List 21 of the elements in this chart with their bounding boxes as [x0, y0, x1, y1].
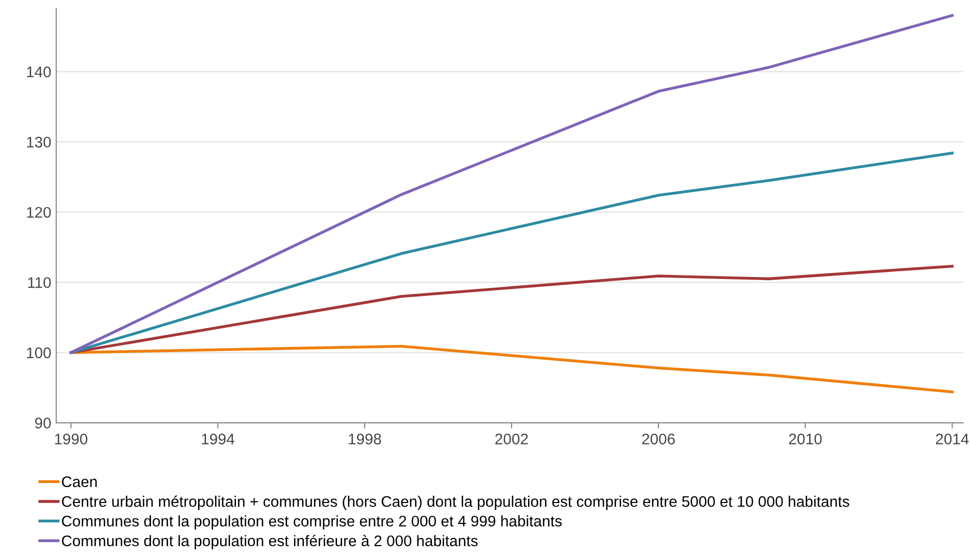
y-tick-label: 110 [28, 277, 51, 288]
legend-label: Communes dont la population est comprise entre 2 000 et 4 999 habitants [62, 515, 562, 530]
x-tick-label: 1998 [348, 434, 382, 444]
legend-label: Communes dont la population est inférieure à 2 000 habitants [62, 534, 478, 550]
line-series [70, 152, 954, 354]
y-tick-label: 90 [35, 418, 51, 428]
y-tick-label: 130 [27, 136, 51, 148]
y-tick-label: 100 [27, 347, 51, 358]
x-tick-label: 2002 [495, 434, 528, 444]
legend-label: Caen [62, 476, 97, 488]
x-tick-label: 1990 [55, 434, 88, 444]
y-tick-label: 120 [27, 206, 51, 218]
line-series [70, 344, 954, 394]
x-tick-label: 1994 [202, 434, 234, 444]
line-series [70, 264, 954, 354]
x-tick-label: 2010 [789, 434, 822, 444]
x-tick-label: 2014 [936, 434, 969, 444]
legend-label: Centre urbain métropolitain + communes (hors Caen) dont la population est comprise entre 5000 et 10 000 habitants [62, 496, 850, 510]
y-tick-label: 140 [27, 66, 51, 78]
line-series [70, 14, 954, 354]
x-tick-label: 2006 [642, 434, 675, 444]
